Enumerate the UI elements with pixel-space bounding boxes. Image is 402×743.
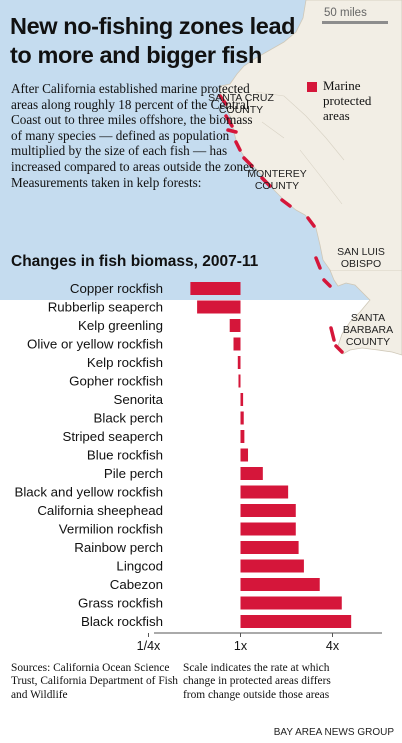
category-label-pile-perch: Pile perch — [104, 466, 163, 481]
county-label-santa-cruz: SANTA CRUZ COUNTY — [208, 92, 274, 116]
legend-label: Marine protected areas — [323, 78, 372, 123]
category-label-california-sheephead: California sheephead — [37, 503, 163, 518]
scale-label: 50 miles — [324, 7, 367, 19]
bar-rainbow-perch — [240, 541, 299, 554]
category-label-kelp-rockfish: Kelp rockfish — [87, 355, 163, 370]
category-label-olive-or-yellow-rockfish: Olive or yellow rockfish — [27, 337, 163, 352]
scale-bar — [322, 21, 388, 24]
x-tick-label: 1x — [234, 639, 248, 653]
category-label-grass-rockfish: Grass rockfish — [78, 596, 163, 611]
bar-vermilion-rockfish — [240, 522, 296, 536]
mpa-segment — [280, 198, 292, 208]
bars — [190, 282, 352, 628]
bar-pile-perch — [240, 467, 263, 480]
x-tick-label: 4x — [326, 639, 340, 653]
headline: New no-fishing zones lead to more and bi… — [10, 13, 296, 68]
category-label-cabezon: Cabezon — [110, 577, 163, 592]
mpa-segment — [234, 140, 242, 152]
category-label-striped-seaperch: Striped seaperch — [62, 429, 163, 444]
bar-grass-rockfish — [240, 596, 342, 610]
land-inland — [255, 91, 345, 205]
credit: BAY AREA NEWS GROUP — [273, 727, 394, 738]
bar-rubberlip-seaperch — [197, 300, 241, 314]
legend-swatch — [307, 82, 317, 92]
mpa-segment — [334, 344, 344, 354]
biomass-bar-chart: Copper rockfish Rubberlip seaperch Kelp gr… — [14, 270, 402, 653]
bar-kelp-rockfish — [237, 356, 241, 369]
x-axis: 1/4x 1x 4x — [137, 632, 382, 653]
coast-map — [0, 0, 402, 300]
category-label-blue-rockfish: Blue rockfish — [87, 448, 163, 463]
bar-olive-or-yellow-rockfish — [233, 337, 241, 351]
marine-protected-areas — [218, 94, 332, 288]
category-label-rubberlip-seaperch: Rubberlip seaperch — [48, 300, 163, 315]
bar-striped-seaperch — [240, 430, 245, 443]
bar-california-sheephead — [240, 504, 296, 517]
category-label-vermilion-rockfish: Vermilion rockfish — [59, 522, 163, 537]
land-santa-barbara — [329, 270, 402, 356]
bar-black-rockfish — [240, 615, 352, 628]
bar-black-and-yellow-rockfish — [240, 485, 289, 499]
mpa-segment — [329, 326, 336, 342]
mpa-segment — [260, 176, 272, 188]
bar-copper-rockfish — [190, 282, 241, 295]
category-label-senorita: Senorita — [113, 392, 163, 407]
category-label-black-rockfish: Black rockfish — [81, 614, 163, 629]
category-label-rainbow-perch: Rainbow perch — [74, 540, 163, 555]
category-label-kelp-greenling: Kelp greenling — [78, 318, 163, 333]
bar-lingcod — [240, 559, 304, 573]
mpa-segment — [322, 278, 332, 288]
bar-senorita — [240, 393, 244, 406]
category-label-black-and-yellow-rockfish: Black and yellow rockfish — [14, 485, 163, 500]
scale-note: Scale indicates the rate at which change… — [183, 662, 331, 701]
mpa-segment — [218, 94, 228, 106]
category-label-lingcod: Lingcod — [116, 559, 163, 574]
x-tick-label: 1/4x — [137, 639, 161, 653]
mpa-segment — [314, 256, 322, 270]
category-label-gopher-rockfish: Gopher rockfish — [69, 374, 163, 389]
mpa-segment — [242, 156, 254, 168]
category-label-copper-rockfish: Copper rockfish — [70, 281, 163, 296]
marine-protected-areas-south — [329, 326, 344, 354]
sources: Sources: California Ocean Science Trust,… — [11, 662, 178, 701]
chart-title: Changes in fish biomass, 2007-11 — [11, 253, 259, 270]
bar-black-perch — [240, 411, 244, 425]
county-label-santa-barbara: SANTA BARBARA COUNTY — [342, 312, 394, 348]
bar-gopher-rockfish — [238, 374, 241, 388]
county-label-monterey: MONTEREY COUNTY — [247, 168, 307, 192]
mpa-segment — [224, 114, 234, 128]
intro-text: After California established marine prot… — [11, 81, 258, 190]
category-labels: Copper rockfish Rubberlip seaperch Kelp gr… — [14, 281, 163, 629]
bar-cabezon — [240, 578, 320, 591]
category-label-black-perch: Black perch — [94, 411, 163, 426]
bar-kelp-greenling — [229, 319, 241, 332]
mpa-segment — [226, 128, 238, 134]
bar-blue-rockfish — [240, 448, 249, 462]
mpa-segment — [306, 216, 316, 228]
